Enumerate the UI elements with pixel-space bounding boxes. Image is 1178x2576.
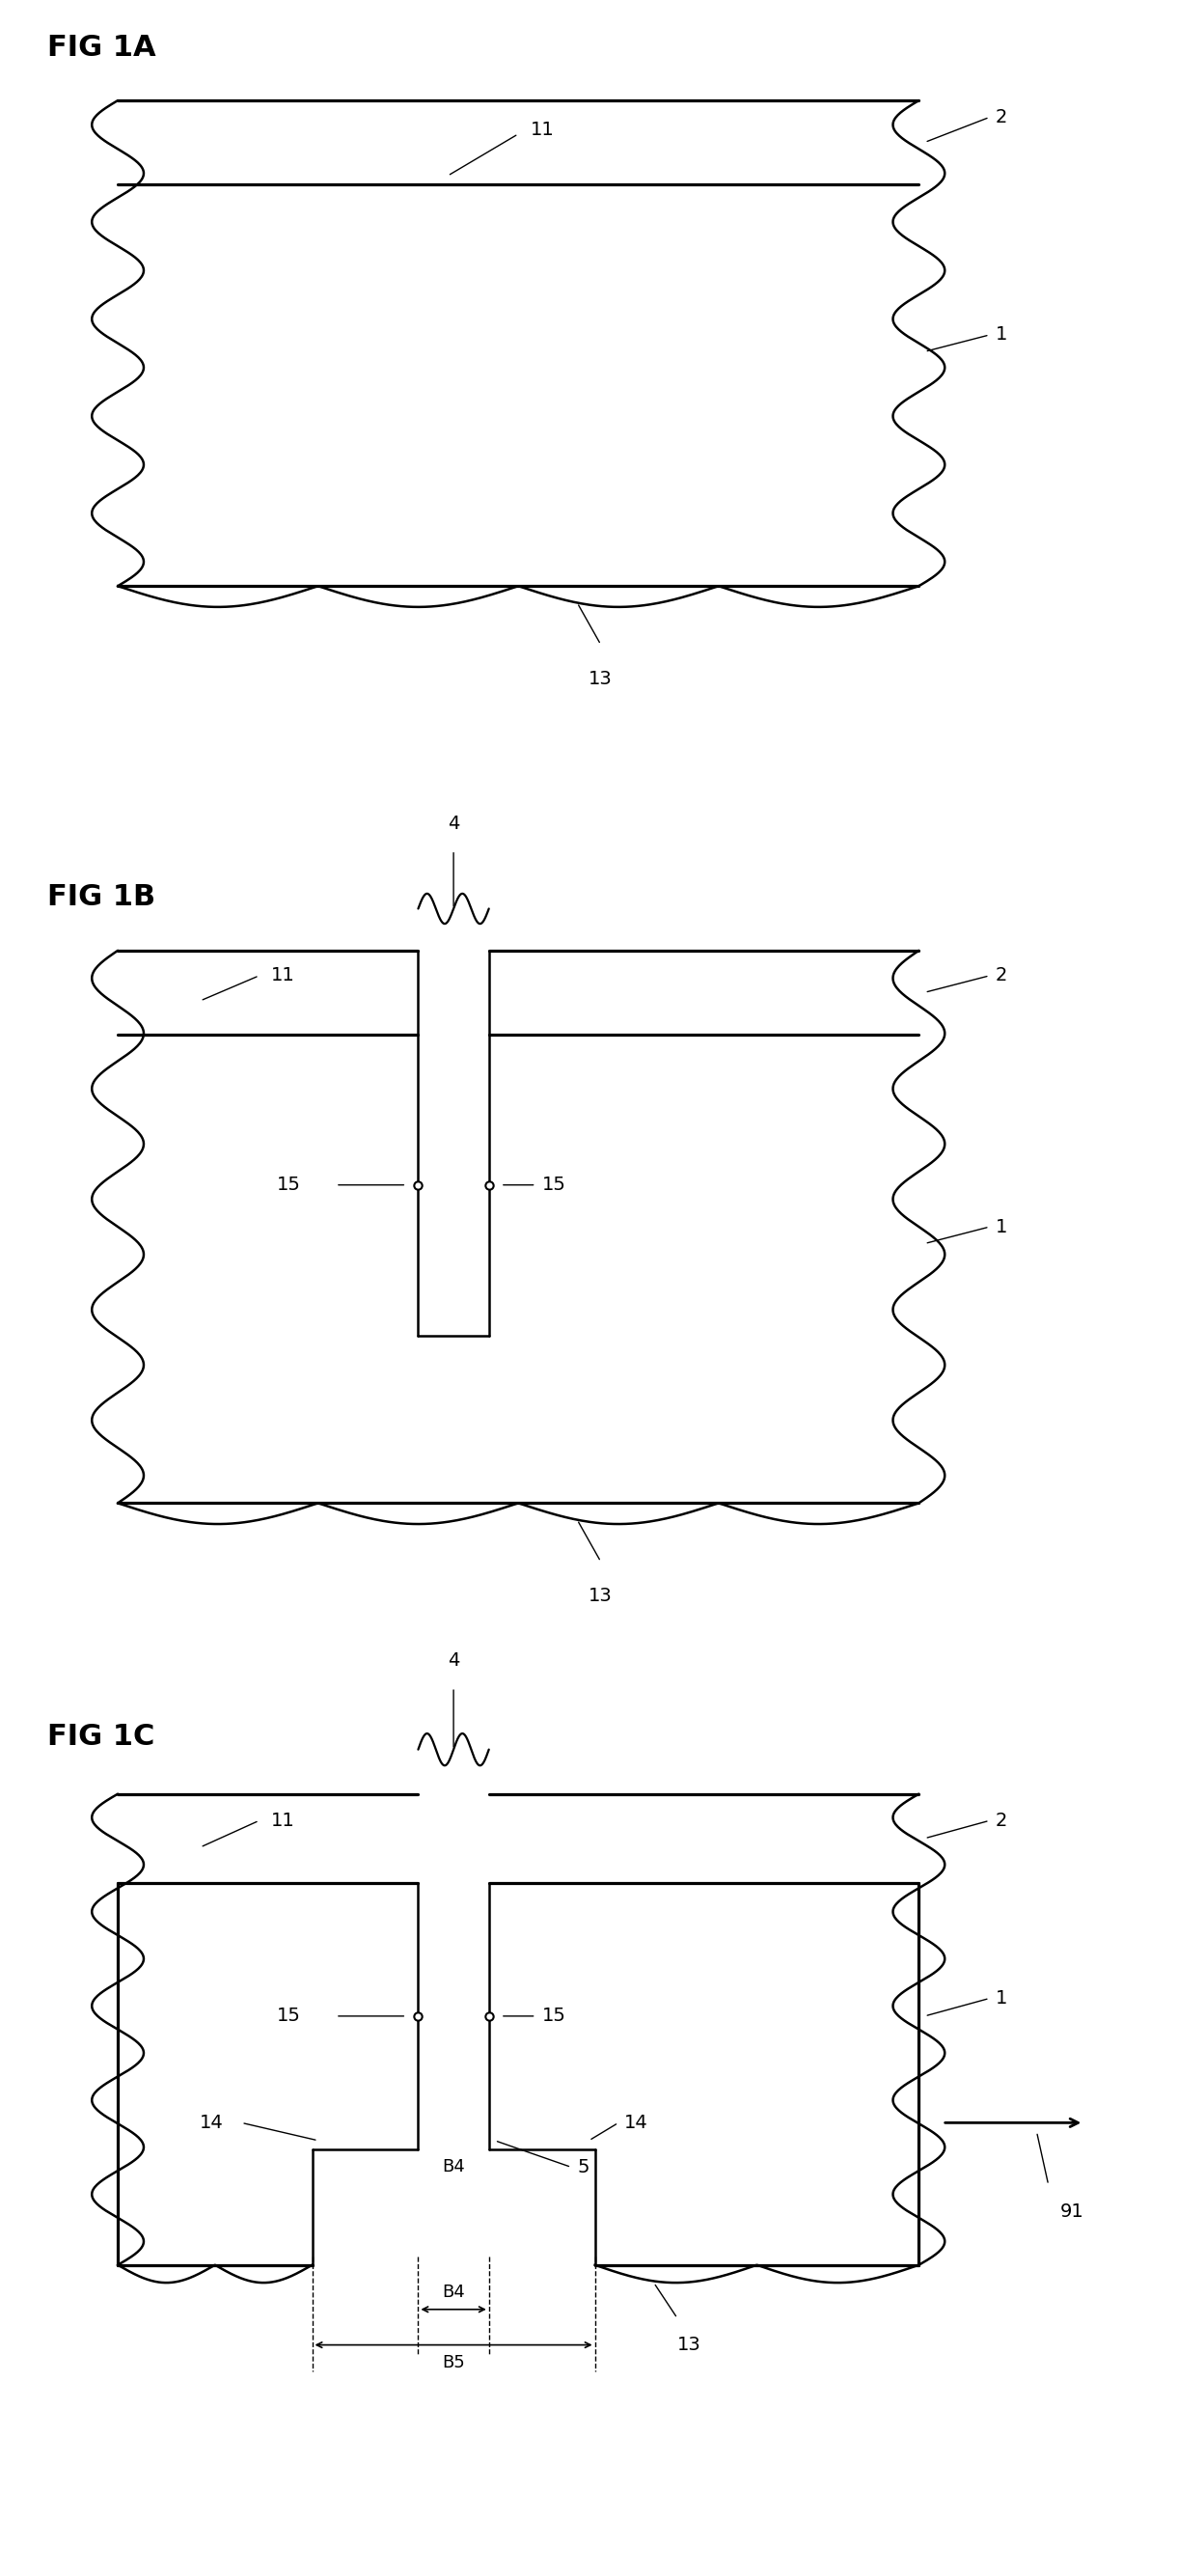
Text: B5: B5 xyxy=(442,2354,465,2370)
Text: FIG 1A: FIG 1A xyxy=(47,33,155,62)
Text: 15: 15 xyxy=(277,1175,300,1195)
Text: 1: 1 xyxy=(995,1218,1007,1236)
Text: FIG 1B: FIG 1B xyxy=(47,884,155,912)
Text: 5: 5 xyxy=(577,2159,589,2177)
Text: 1: 1 xyxy=(995,325,1007,345)
Text: 11: 11 xyxy=(530,121,554,139)
Text: 15: 15 xyxy=(542,1175,565,1195)
Text: 2: 2 xyxy=(995,966,1007,984)
Text: 2: 2 xyxy=(995,108,1007,126)
Text: 14: 14 xyxy=(200,2112,224,2133)
Text: 2: 2 xyxy=(995,1811,1007,1829)
Text: 11: 11 xyxy=(271,1811,294,1829)
Text: 1: 1 xyxy=(995,1989,1007,2007)
Text: 11: 11 xyxy=(271,966,294,984)
Text: 13: 13 xyxy=(677,2336,701,2354)
Text: 4: 4 xyxy=(448,814,459,835)
Text: 91: 91 xyxy=(1060,2202,1084,2221)
Text: 13: 13 xyxy=(589,670,613,688)
Text: FIG 1C: FIG 1C xyxy=(47,1723,154,1752)
Text: B4: B4 xyxy=(442,2159,465,2177)
Text: 13: 13 xyxy=(589,1587,613,1605)
Text: 4: 4 xyxy=(448,1651,459,1669)
Text: B4: B4 xyxy=(442,2282,465,2300)
Text: 15: 15 xyxy=(542,2007,565,2025)
Text: 14: 14 xyxy=(624,2112,648,2133)
Text: 15: 15 xyxy=(277,2007,300,2025)
